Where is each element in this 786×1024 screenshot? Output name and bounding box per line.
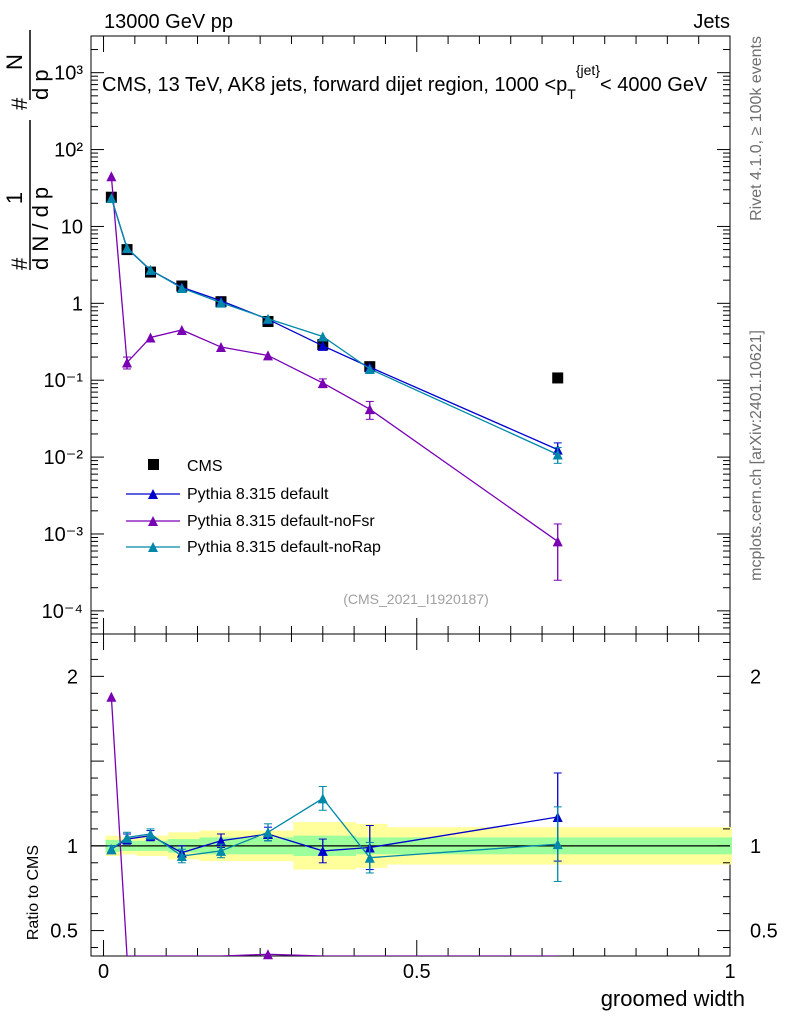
ratio-point	[106, 844, 117, 855]
y-tick-label: 10⁻¹	[44, 370, 84, 392]
ylabel-num: N	[2, 54, 27, 70]
ratio-point	[262, 949, 273, 960]
series-point	[122, 357, 133, 368]
series-line	[110, 197, 558, 456]
y-tick-label: 10⁻³	[44, 524, 84, 546]
ylabel-hash: #	[7, 257, 32, 270]
plot-title: CMS, 13 TeV, AK8 jets, forward dijet reg…	[102, 62, 708, 102]
ratio-point	[364, 852, 375, 863]
ratio-tick-label-right: 2	[750, 666, 761, 688]
ratio-point	[215, 845, 226, 856]
y-tick-label: 10⁻²	[44, 447, 84, 469]
rivet-label: Rivet 4.1.0, ≥ 100k events	[748, 36, 765, 221]
x-tick-label: 0.5	[403, 961, 431, 983]
ylabel-hash2: #	[7, 97, 32, 110]
series-point	[145, 264, 156, 275]
y-tick-label: 10⁻⁴	[42, 601, 83, 623]
xlabel: groomed width	[601, 986, 745, 1011]
series-point	[215, 342, 226, 353]
ratio-bands	[91, 822, 732, 870]
axis-ticks: 10⁻⁴ 10⁻³ 10⁻² 10⁻¹ 1 10 10² 10³ 0.5 0.5 1 1 2 2 0 0.5 1	[42, 35, 778, 983]
analysis-tag: (CMS_2021_I1920187)	[343, 591, 489, 607]
series-point	[176, 283, 187, 294]
series-point	[317, 331, 328, 342]
ratio-point	[317, 845, 328, 856]
series-point	[176, 324, 187, 335]
legend-label-norap: Pythia 8.315 default-noRap	[187, 539, 381, 556]
ratio-point	[145, 828, 156, 839]
series-point	[552, 536, 563, 547]
series-line	[110, 197, 558, 451]
data-marks	[105, 171, 564, 960]
legend: CMS Pythia 8.315 default Pythia 8.315 de…	[126, 458, 381, 556]
series-line	[110, 176, 559, 542]
legend-marker-default	[148, 489, 158, 499]
ylabel-den: d N / d p	[28, 187, 53, 270]
legend-marker-norap	[148, 542, 158, 552]
legend-marker-nofsr	[148, 516, 158, 526]
series-point	[317, 377, 328, 388]
series-point	[262, 313, 273, 324]
series-point	[262, 350, 273, 361]
ratio-point	[262, 827, 273, 838]
x-tick-label: 0	[98, 961, 109, 983]
top-ylabel: # 1 d N / d p # N d p	[2, 30, 53, 270]
series-point	[364, 404, 375, 415]
series-point	[215, 297, 226, 308]
legend-label-cms: CMS	[187, 458, 223, 475]
series-point	[317, 340, 328, 351]
ratio-point	[122, 832, 133, 843]
ratio-tick-label-right: 1	[750, 836, 761, 858]
cms-point	[552, 372, 564, 384]
legend-marker-cms	[148, 459, 159, 470]
series-point	[106, 193, 117, 204]
ratio-tick-label: 0.5	[50, 921, 78, 943]
y-tick-label: 10²	[54, 140, 83, 162]
ratio-point	[552, 839, 563, 850]
legend-label-nofsr: Pythia 8.315 default-noFsr	[187, 513, 375, 530]
bottom-frame	[90, 633, 731, 957]
ratio-point	[215, 835, 226, 846]
ratio-point	[176, 851, 187, 862]
ratio-tick-label: 1	[67, 836, 78, 858]
ylabel-one: 1	[2, 192, 27, 204]
legend-label-default: Pythia 8.315 default	[187, 486, 329, 503]
ratio-point	[317, 793, 328, 804]
series-point	[364, 363, 375, 374]
y-tick-label: 10³	[54, 63, 83, 85]
y-tick-label: 10	[61, 216, 83, 238]
series-point	[106, 171, 117, 182]
series-point	[552, 449, 563, 460]
x-tick-label: 1	[724, 961, 735, 983]
y-tick-label: 1	[72, 293, 83, 315]
mcplots-label: mcplots.cern.ch [arXiv:2401.10621]	[748, 330, 765, 581]
ylabel-den2: d p	[28, 69, 53, 100]
ratio-tick-label-right: 0.5	[750, 921, 778, 943]
ratio-ylabel: Ratio to CMS	[25, 845, 42, 940]
ratio-tick-label: 2	[67, 666, 78, 688]
header-left: 13000 GeV pp	[104, 11, 233, 33]
ratio-point	[106, 691, 117, 702]
header-right: Jets	[693, 11, 730, 33]
series-point	[145, 332, 156, 343]
series-point	[122, 242, 133, 253]
